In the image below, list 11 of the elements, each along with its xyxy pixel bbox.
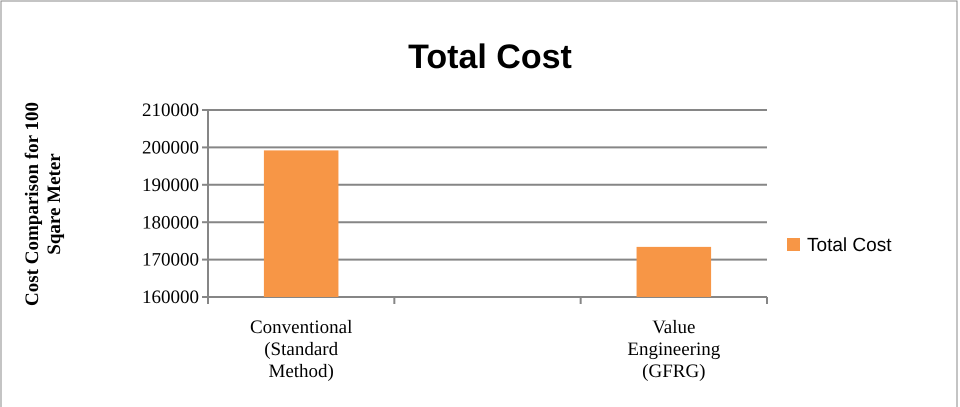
y-tick-label: 180000 — [142, 212, 199, 234]
y-tick-label: 200000 — [142, 137, 199, 158]
y-tick-label: 210000 — [142, 100, 199, 122]
y-tick-label: 160000 — [142, 287, 199, 308]
x-tick-label: Value Engineering (GFRG) — [627, 317, 721, 382]
x-tick-label: Conventional (Standard Method) — [250, 317, 352, 382]
y-tick-label: 170000 — [142, 250, 199, 271]
chart-title: Total Cost — [408, 38, 572, 76]
y-axis-title: Cost Comparison for 100 Sqare Meter — [22, 102, 65, 306]
legend-label: Total Cost — [807, 235, 892, 256]
y-tick-label: 190000 — [142, 174, 199, 196]
